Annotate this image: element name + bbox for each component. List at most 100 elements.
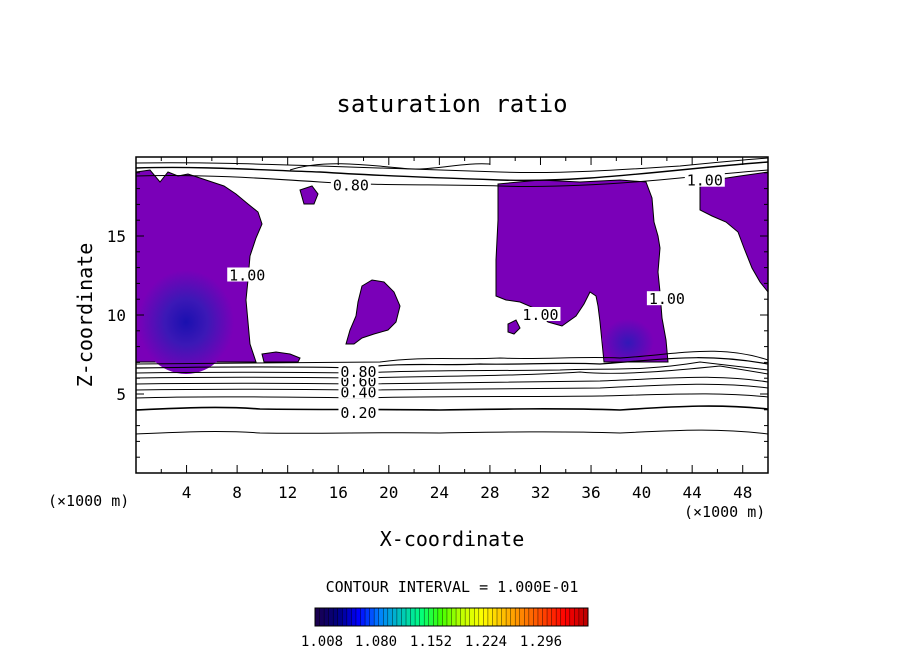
deep-core-left — [138, 270, 234, 374]
contour-label-bg — [338, 384, 379, 399]
contour-label: 0.40 — [340, 383, 376, 401]
x-axis-label: X-coordinate — [380, 527, 525, 551]
colorbar-cell — [351, 608, 357, 626]
colorbar-cell — [392, 608, 398, 626]
colorbar-tick-label: 1.224 — [465, 634, 507, 650]
colorbar-cell — [451, 608, 457, 626]
region-center-blob — [345, 279, 401, 345]
colorbar-cell — [474, 608, 480, 626]
contour-interval-label: CONTOUR INTERVAL = 1.000E-01 — [326, 578, 579, 596]
colorbar-cell — [355, 608, 361, 626]
colorbar-cell — [378, 608, 384, 626]
x-tick-label: 20 — [379, 483, 398, 502]
colorbar-cell — [383, 608, 389, 626]
colorbar-cell — [328, 608, 334, 626]
colorbar-cell — [515, 608, 521, 626]
colorbar-cell — [501, 608, 507, 626]
region-small-right — [507, 319, 521, 335]
colorbar-cell — [478, 608, 484, 626]
contour-010 — [136, 429, 768, 435]
colorbar-tick-label: 1.008 — [301, 634, 343, 650]
contour-labels: 0.200.400.600.800.801.001.001.001.00 — [227, 172, 725, 422]
contour-020 — [136, 405, 768, 411]
colorbar-cell — [437, 608, 443, 626]
contour-070 — [136, 361, 768, 374]
colorbar-tick-labels: 1.008 1.080 1.152 1.224 1.296 — [301, 634, 562, 650]
y-tick-label: 15 — [107, 227, 126, 246]
contour-label-bg — [338, 404, 379, 419]
deep-core-right — [602, 314, 654, 362]
contour-label: 1.00 — [522, 306, 558, 324]
colorbar-cell — [578, 608, 584, 626]
colorbar-cell — [337, 608, 343, 626]
colorbar-cell — [506, 608, 512, 626]
x-tick-label: 32 — [531, 483, 550, 502]
colorbar-cell — [433, 608, 439, 626]
region-small-left — [261, 351, 301, 363]
contour-label-bg — [684, 172, 725, 187]
contour-label-bg — [338, 363, 379, 378]
plot-area: 0.200.400.600.800.801.001.001.001.00 — [136, 157, 768, 435]
colorbar-cell — [528, 608, 534, 626]
colorbar-cell — [487, 608, 493, 626]
colorbar-cell — [333, 608, 339, 626]
colorbar-cell — [556, 608, 562, 626]
contour-label-bg — [330, 177, 371, 192]
region-small-tiny — [299, 185, 319, 205]
colorbar-cell — [442, 608, 448, 626]
colorbar-tick-label: 1.296 — [520, 634, 562, 650]
contour-label-bg — [227, 267, 268, 282]
colorbar-cell — [401, 608, 407, 626]
colorbar-cell — [483, 608, 489, 626]
y-axis-label: Z-coordinate — [73, 243, 97, 388]
x-tick-label: 8 — [232, 483, 242, 502]
colorbar-cell — [569, 608, 575, 626]
contour-top-2 — [136, 157, 768, 174]
colorbar-cell — [519, 608, 525, 626]
colorbar-cell — [465, 608, 471, 626]
x-tick-label: 44 — [683, 483, 702, 502]
x-tick-label: 16 — [329, 483, 348, 502]
colorbar-cell — [547, 608, 553, 626]
contour-label-bg — [520, 307, 561, 321]
contour-label: 0.80 — [333, 176, 369, 194]
colorbar-cell — [369, 608, 375, 626]
colorbar-cell — [497, 608, 503, 626]
x-tick-label: 28 — [480, 483, 499, 502]
colorbar-tick-label: 1.152 — [410, 634, 452, 650]
colorbar-cell — [456, 608, 462, 626]
colorbar-cell — [396, 608, 402, 626]
contour-080 — [136, 357, 768, 369]
contour-040 — [136, 383, 768, 391]
colorbar-cell — [410, 608, 416, 626]
colorbar-cell — [419, 608, 425, 626]
x-unit-label: (×1000 m) — [684, 503, 765, 521]
y-axis: 5 10 15 — [107, 172, 768, 458]
colorbar-cell — [424, 608, 430, 626]
colorbar-cell — [446, 608, 452, 626]
colorbar-cell — [374, 608, 380, 626]
x-tick-label: 24 — [430, 483, 449, 502]
contour-top-1 — [136, 161, 768, 182]
colorbar-cell — [583, 608, 589, 626]
colorbar-cell — [574, 608, 580, 626]
colorbar-cell — [406, 608, 412, 626]
chart-title: saturation ratio — [336, 90, 567, 118]
contour-050 — [136, 376, 768, 385]
colorbar-cell — [342, 608, 348, 626]
colorbar-cell — [537, 608, 543, 626]
colorbar-cell — [346, 608, 352, 626]
colorbar-cell — [315, 608, 321, 626]
x-tick-label: 12 — [278, 483, 297, 502]
colorbar-cell — [542, 608, 548, 626]
colorbar-cell — [560, 608, 566, 626]
y-tick-label: 10 — [107, 306, 126, 325]
x-tick-label: 4 — [182, 483, 192, 502]
y-unit-label: (×1000 m) — [48, 492, 129, 510]
colorbar-cell — [365, 608, 371, 626]
contour-label: 1.00 — [687, 172, 723, 190]
colorbar-cell — [319, 608, 325, 626]
x-tick-label: 40 — [632, 483, 651, 502]
colorbar-cell — [551, 608, 557, 626]
contour-label-bg — [646, 291, 687, 306]
